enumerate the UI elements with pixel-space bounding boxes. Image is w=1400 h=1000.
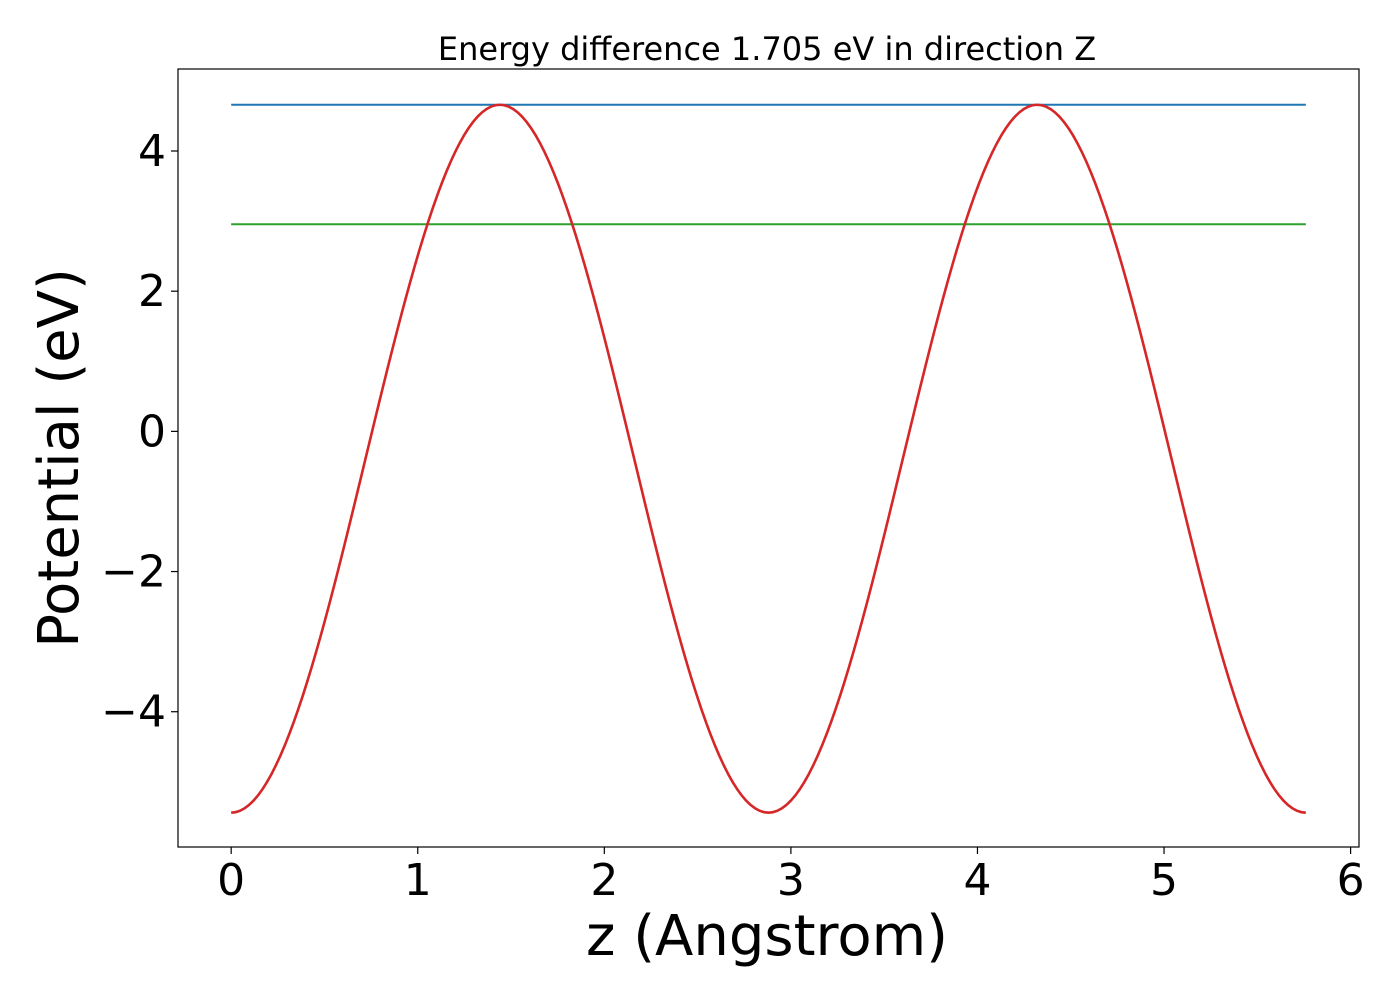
y-axis-label: Potential (eV): [27, 268, 92, 648]
plot-area: [231, 103, 1306, 814]
x-axis-label: z (Angstrom): [586, 904, 948, 969]
x-tick-label: 4: [963, 855, 991, 906]
y-tick-label: 2: [138, 266, 166, 317]
x-tick-label: 5: [1150, 855, 1178, 906]
x-tick-label: 6: [1337, 855, 1365, 906]
potential-curve: [231, 103, 1306, 814]
y-tick-label: −4: [101, 687, 166, 738]
x-tick-label: 3: [777, 855, 805, 906]
x-tick-label: 0: [217, 855, 245, 906]
x-tick-label: 1: [404, 855, 432, 906]
x-axis: 0 1 2 3 4 5 6: [217, 847, 1365, 906]
axes-frame: [177, 68, 1360, 848]
y-tick-label: 0: [138, 406, 166, 457]
chart-title: Energy difference 1.705 eV in direction …: [438, 30, 1096, 68]
y-tick-label: 4: [138, 126, 166, 177]
x-tick-label: 2: [590, 855, 618, 906]
y-axis: −4 −2 0 2 4: [101, 126, 178, 738]
y-tick-label: −2: [101, 547, 166, 598]
